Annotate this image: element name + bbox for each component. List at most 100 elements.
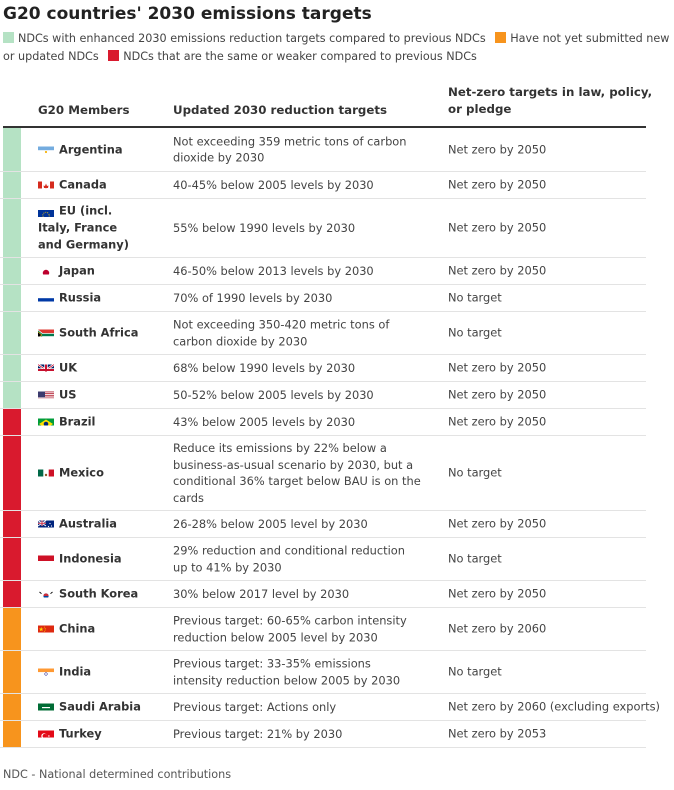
table-row: Canada 40-45% below 2005 levels by 2030 Ne… <box>0 172 646 199</box>
table-row: Argentina Not exceeding 359 metric tons o… <box>0 128 646 172</box>
netzero-target: No target <box>448 551 502 566</box>
table-row: UK 68% below 1990 levels by 2030 Net zero … <box>0 355 646 382</box>
table-row: Australia 26-28% below 2005 level by 2030… <box>0 511 646 538</box>
netzero-target: Net zero by 2050 <box>448 142 547 156</box>
member-name: Mexico <box>59 465 104 480</box>
table-row: Brazil 43% below 2005 levels by 2030 Net z… <box>0 409 646 436</box>
legend-label-enhanced: NDCs with enhanced 2030 emissions reduct… <box>18 32 486 45</box>
member-name: Canada <box>59 177 107 192</box>
south-korea-flag-icon <box>38 587 54 598</box>
reduction-target: Not exceeding 359 metric tons of carbon … <box>173 134 407 165</box>
reduction-target: 50-52% below 2005 levels by 2030 <box>173 387 374 402</box>
netzero-target: Net zero by 2050 <box>448 516 547 531</box>
member-name: India <box>59 664 92 679</box>
category-bar <box>3 285 21 311</box>
reduction-target: 29% reduction and conditional reduction … <box>173 543 405 575</box>
member-name: Turkey <box>59 726 102 741</box>
member-name: South Korea <box>59 586 139 601</box>
header-rule <box>3 126 646 128</box>
netzero-target: Net zero by 2053 <box>448 726 547 741</box>
category-bar <box>3 694 21 720</box>
legend-label-not-submitted: Have not yet submitted new or updated ND… <box>3 32 670 63</box>
turkey-flag-icon <box>38 727 54 738</box>
netzero-target: No target <box>448 465 502 480</box>
reduction-target: Reduce its emissions by 22% below a busi… <box>173 441 421 505</box>
table-row: US 50-52% below 2005 levels by 2030 Net ze… <box>0 382 646 409</box>
netzero-target: No target <box>448 325 502 340</box>
indonesia-flag-icon <box>38 552 54 563</box>
saudi-arabia-flag-icon <box>38 700 54 711</box>
netzero-target: Net zero by 2050 <box>448 360 547 375</box>
member-name: US <box>59 387 77 402</box>
reduction-target: 55% below 1990 levels by 2030 <box>173 220 356 235</box>
column-header-target: Updated 2030 reduction targets <box>173 103 388 117</box>
netzero-target: Net zero by 2060 <box>448 621 547 636</box>
india-flag-icon <box>38 665 54 676</box>
category-bar <box>3 128 21 171</box>
member-name: China <box>59 621 96 636</box>
legend-item-weaker: NDCs that are the same or weaker compare… <box>108 50 477 63</box>
reduction-target: 26-28% below 2005 level by 2030 <box>173 516 368 531</box>
table-row: Japan 46-50% below 2013 levels by 2030 Net… <box>0 258 646 285</box>
table-row: EU (incl. Italy, France and Germany) 55% … <box>0 199 646 258</box>
table-row: Saudi Arabia Previous target: Actions onl… <box>0 694 660 721</box>
category-bar <box>3 721 21 747</box>
category-bar <box>3 409 21 435</box>
legend-swatch-not-submitted <box>495 32 507 43</box>
member-name: Indonesia <box>59 551 122 566</box>
legend-item-not-submitted: Have not yet submitted new or updated ND… <box>3 32 669 63</box>
reduction-target: 40-45% below 2005 levels by 2030 <box>173 177 374 192</box>
china-flag-icon <box>38 622 54 633</box>
category-bar <box>3 511 21 537</box>
table-row: Mexico Reduce its emissions by 22% below … <box>0 436 646 511</box>
netzero-target: No target <box>448 664 502 679</box>
category-bar <box>3 608 21 650</box>
member-name: Australia <box>59 516 117 531</box>
table-row: Turkey Previous target: 21% by 2030 Net ze… <box>0 721 646 748</box>
legend-label-weaker: NDCs that are the same or weaker compare… <box>123 50 477 63</box>
reduction-target: 30% below 2017 level by 2030 <box>173 586 350 601</box>
category-bar <box>3 172 21 198</box>
table-row: South Korea 30% below 2017 level by 2030 N… <box>0 581 646 608</box>
member-name: Saudi Arabia <box>59 699 141 714</box>
japan-flag-icon <box>38 264 54 275</box>
category-bar <box>3 538 21 580</box>
mexico-flag-icon <box>38 466 54 477</box>
category-bar <box>3 312 21 354</box>
reduction-target: Previous target: 21% by 2030 <box>173 726 343 741</box>
member-name: Argentina <box>59 142 123 156</box>
us-flag-icon <box>38 388 54 399</box>
column-header-netzero: Net-zero targets in law, policy, or pled… <box>448 85 653 116</box>
member-name: Russia <box>59 290 102 305</box>
reduction-target: Previous target: 60-65% carbon intensity… <box>173 613 407 645</box>
legend-item-enhanced: NDCs with enhanced 2030 emissions reduct… <box>3 32 486 45</box>
netzero-target: Net zero by 2060 (excluding exports) <box>448 699 661 714</box>
category-bar <box>3 199 21 257</box>
netzero-target: No target <box>448 290 502 305</box>
legend: NDCs with enhanced 2030 emissions reduct… <box>3 30 671 66</box>
table-row: Russia 70% of 1990 levels by 2030 No targe… <box>0 285 646 312</box>
member-name: UK <box>59 360 78 375</box>
legend-swatch-enhanced <box>3 32 14 43</box>
netzero-target: Net zero by 2050 <box>448 263 547 278</box>
argentina-flag-icon <box>38 142 54 153</box>
reduction-target: Not exceeding 350-420 metric tons of car… <box>173 317 390 349</box>
category-bar <box>3 581 21 607</box>
reduction-target: 46-50% below 2013 levels by 2030 <box>173 263 374 278</box>
table-row: China Previous target: 60-65% carbon inte… <box>0 608 646 651</box>
table-row: Indonesia 29% reduction and conditional r… <box>0 538 646 581</box>
table-row: South Africa Not exceeding 350-420 metric… <box>0 312 646 355</box>
category-bar <box>3 382 21 408</box>
column-header-member: G20 Members <box>38 103 130 117</box>
reduction-target: 70% of 1990 levels by 2030 <box>173 290 333 305</box>
legend-swatch-weaker <box>108 50 120 61</box>
south-africa-flag-icon <box>38 326 54 337</box>
member-name: Brazil <box>59 414 96 429</box>
chart-title: G20 countries' 2030 emissions targets <box>3 4 372 24</box>
netzero-target: Net zero by 2050 <box>448 177 547 192</box>
member-name: Japan <box>59 263 95 278</box>
canada-flag-icon <box>38 178 54 189</box>
brazil-flag-icon <box>38 415 54 426</box>
reduction-target: Previous target: Actions only <box>173 699 337 714</box>
netzero-target: Net zero by 2050 <box>448 414 547 429</box>
